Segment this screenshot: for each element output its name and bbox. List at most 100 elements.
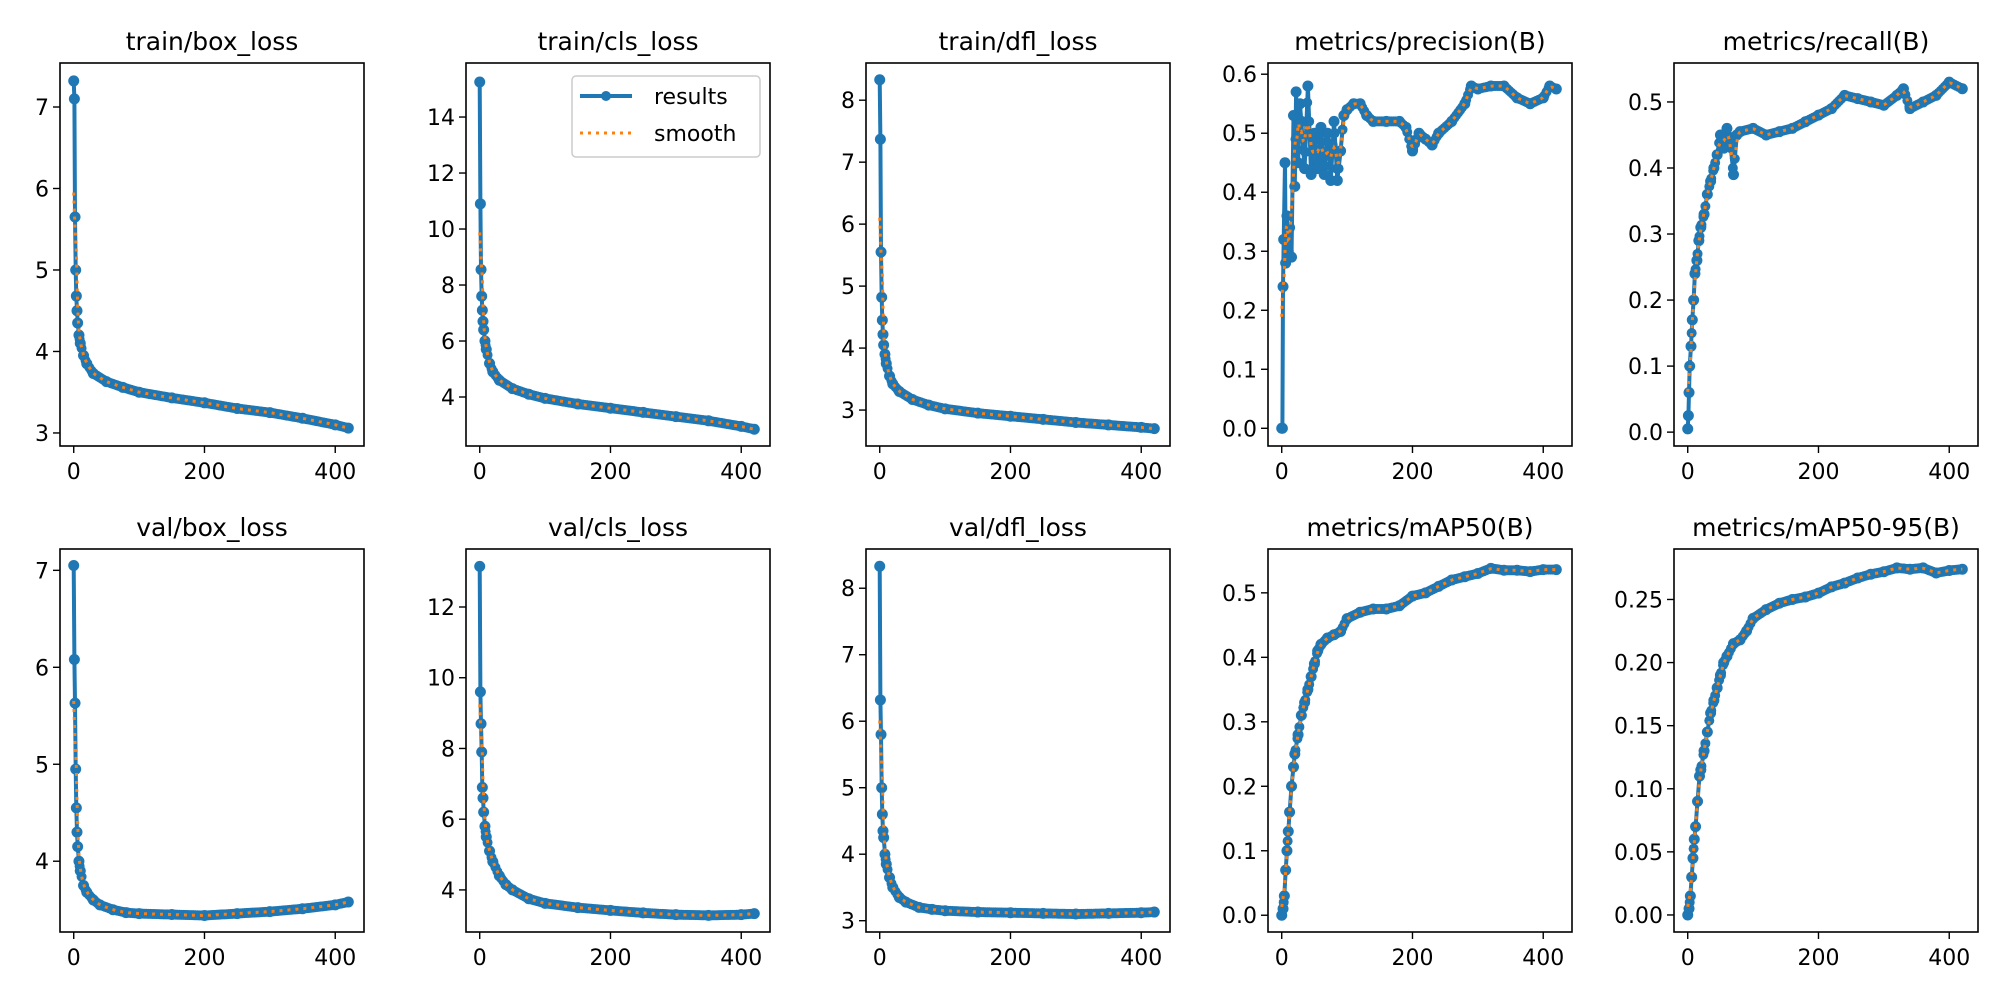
smooth-line xyxy=(478,704,755,917)
x-tick-label: 200 xyxy=(589,946,631,971)
data-point xyxy=(1693,235,1705,247)
subplot-metrics-map50-95-b-: metrics/mAP50-95(B) 0.00 0.05 0.10 0.15 0.20 0… xyxy=(1614,513,1979,971)
x-tick-label: 0 xyxy=(473,946,487,971)
y-tick-label: 7 xyxy=(35,96,49,121)
data-point xyxy=(1537,564,1549,576)
data-point xyxy=(100,376,112,388)
subplot-title: val/box_loss xyxy=(136,513,287,542)
data-point xyxy=(1070,416,1082,428)
y-tick-label: 5 xyxy=(841,777,855,802)
y-tick-label: 10 xyxy=(427,218,455,243)
x-tick-label: 0 xyxy=(473,460,487,485)
data-point xyxy=(1281,210,1293,222)
data-point xyxy=(493,870,505,882)
data-point xyxy=(1686,871,1698,883)
x-tick-label: 0 xyxy=(1275,946,1289,971)
smooth-line xyxy=(72,192,349,430)
data-point xyxy=(1282,825,1294,837)
data-point xyxy=(475,264,487,276)
data-point xyxy=(877,328,889,340)
data-point xyxy=(926,903,938,915)
results-marker xyxy=(1729,153,1740,164)
y-tick-label: 12 xyxy=(427,596,455,621)
subplot-val-box-loss: val/box_loss 4 5 6 7 0 200 400 xyxy=(35,513,365,971)
data-point xyxy=(874,133,886,145)
data-point xyxy=(1294,98,1306,110)
data-point xyxy=(1284,806,1296,818)
data-point xyxy=(133,908,145,920)
plot-area xyxy=(1682,562,1968,921)
legend: results smooth xyxy=(571,75,761,158)
data-point xyxy=(1897,83,1909,95)
axes-frame xyxy=(1267,62,1573,447)
data-point xyxy=(297,903,309,915)
data-point xyxy=(703,415,715,427)
axes-frame xyxy=(1267,548,1573,933)
data-point xyxy=(1799,591,1811,603)
x-tick-label: 400 xyxy=(1928,460,1970,485)
data-point xyxy=(1956,83,1968,95)
data-point xyxy=(1688,833,1700,845)
data-point xyxy=(87,367,99,379)
data-point xyxy=(264,906,276,918)
x-tick-label: 0 xyxy=(873,946,887,971)
data-point xyxy=(476,781,488,793)
data-point xyxy=(878,339,890,351)
y-tick-label: 6 xyxy=(841,213,855,238)
data-point xyxy=(474,560,486,572)
data-point xyxy=(1917,96,1929,108)
results-marker xyxy=(1304,116,1315,127)
data-point xyxy=(1367,603,1379,615)
subplot-train-box-loss: train/box_loss 3 4 5 6 7 0 200 400 xyxy=(35,27,365,485)
y-tick-label: 0.2 xyxy=(1628,289,1663,314)
data-point xyxy=(1279,157,1291,169)
data-point xyxy=(1773,597,1785,609)
subplot-title: train/dfl_loss xyxy=(938,27,1097,56)
data-point xyxy=(637,406,649,418)
data-point xyxy=(1277,281,1289,293)
data-point xyxy=(572,902,584,914)
y-tick-label: 6 xyxy=(441,330,455,355)
plot-area xyxy=(1276,80,1562,434)
data-point xyxy=(474,76,486,88)
plot-area xyxy=(874,74,1160,435)
data-point xyxy=(1302,684,1314,696)
y-tick-label: 8 xyxy=(841,89,855,114)
y-tick-label: 0.05 xyxy=(1614,841,1663,866)
y-tick-label: 0.4 xyxy=(1628,157,1663,182)
x-tick-label: 0 xyxy=(67,946,81,971)
data-point xyxy=(1328,115,1340,127)
x-tick-label: 400 xyxy=(314,946,356,971)
x-tick-label: 200 xyxy=(183,946,225,971)
y-tick-label: 0.3 xyxy=(1222,711,1257,736)
y-tick-label: 0.1 xyxy=(1222,358,1257,383)
data-point xyxy=(478,806,490,818)
data-point xyxy=(474,198,486,210)
data-point xyxy=(1852,93,1864,105)
data-point xyxy=(1148,906,1160,918)
data-point xyxy=(874,560,886,572)
data-point xyxy=(1839,89,1851,101)
y-tick-label: 4 xyxy=(441,879,455,904)
x-tick-label: 400 xyxy=(720,460,762,485)
y-tick-label: 0.1 xyxy=(1628,355,1663,380)
data-point xyxy=(748,908,760,920)
data-point xyxy=(120,907,132,919)
y-tick-label: 12 xyxy=(427,162,455,187)
data-point xyxy=(480,343,492,355)
x-tick-label: 400 xyxy=(720,946,762,971)
legend-label-smooth: smooth xyxy=(654,122,736,147)
data-point xyxy=(972,906,984,918)
data-point xyxy=(1727,169,1739,181)
data-point xyxy=(1550,564,1562,576)
x-tick-label: 0 xyxy=(1275,460,1289,485)
subplot-title: val/cls_loss xyxy=(548,513,688,542)
data-point xyxy=(604,402,616,414)
y-tick-label: 5 xyxy=(841,275,855,300)
x-tick-label: 200 xyxy=(589,460,631,485)
data-point xyxy=(1891,562,1903,574)
y-tick-label: 8 xyxy=(441,274,455,299)
x-tick-label: 400 xyxy=(1928,946,1970,971)
data-point xyxy=(1705,175,1717,187)
data-point xyxy=(1284,222,1296,234)
